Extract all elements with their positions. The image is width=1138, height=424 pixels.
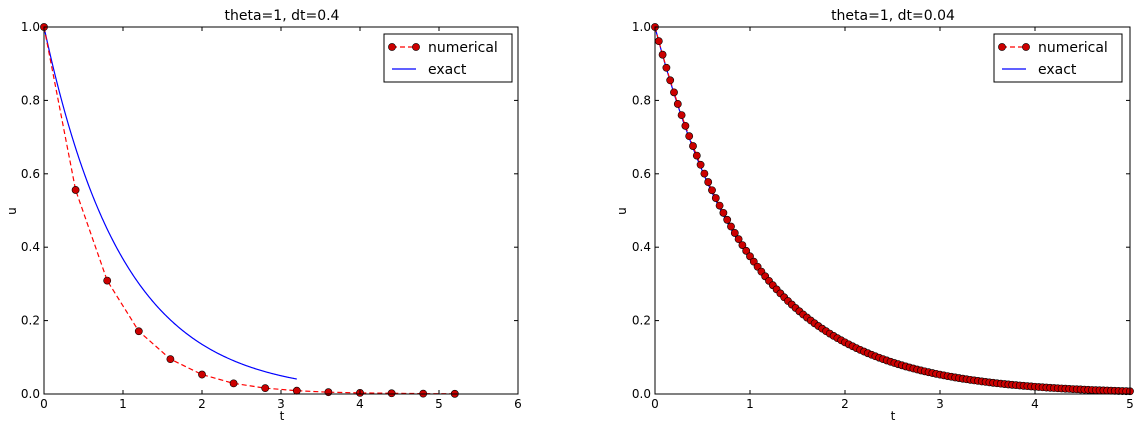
data-point [723,215,732,224]
x-tick-label: 4 [356,397,364,411]
data-point [738,241,747,249]
legend-numerical-marker [388,43,396,51]
x-tick-label: 0 [40,397,48,411]
y-tick-label: 0.4 [21,240,40,254]
y-axis-label: u [615,207,629,215]
x-tick-label: 5 [435,397,443,411]
legend-numerical-label: numerical [1038,40,1108,56]
data-point [261,384,270,393]
legend: numerical exact [383,33,513,83]
y-tick-label: 0.8 [21,93,40,107]
series-markers-numerical [40,23,459,398]
x-tick-label: 1 [119,397,127,411]
chart-right: theta=1, dt=0.04 t u 0 1 2 3 4 50.00.20.40.60… [615,8,1134,423]
data-point [700,169,709,178]
data-point [292,386,301,395]
y-tick-label: 0.0 [632,387,651,401]
series-group [44,27,455,394]
data-point [730,229,739,237]
y-tick-label: 1.0 [632,20,651,34]
legend-numerical-marker [412,43,420,51]
chart-title: theta=1, dt=0.04 [831,8,955,24]
data-point [727,222,735,231]
data-point [689,142,697,150]
data-point [654,37,663,46]
y-tick-label: 0.8 [632,93,651,107]
series-line-exact [44,27,297,380]
x-tick-label: 2 [198,397,206,411]
y-axis-label: u [5,207,19,215]
x-axis-label: t [280,409,285,423]
legend-numerical-marker [998,43,1006,51]
data-point [666,76,675,85]
series-markers-numerical [651,23,1134,396]
y-tick-label: 0.4 [632,240,651,254]
data-point [387,389,396,398]
data-point [198,370,206,379]
data-point [711,194,720,202]
legend-box [993,33,1123,83]
data-point [715,201,724,210]
x-tick-label: 6 [514,397,522,411]
series-line-numerical [44,27,455,394]
y-tick-label: 0.2 [21,314,40,328]
legend-exact-label: exact [428,62,467,78]
data-point [166,355,175,364]
data-point [708,186,716,195]
data-point [704,178,713,186]
data-point [719,208,728,217]
data-point [746,252,754,261]
x-axis-label: t [891,409,896,423]
legend-exact-label: exact [1038,62,1077,78]
data-point [742,246,751,255]
plot-area: 0 1 2 3 4 5 0.0 0.2 0.4 0.6 0.8 1.0 [632,20,1134,411]
data-point [324,388,333,397]
legend-numerical-label: numerical [428,40,498,56]
data-point [696,160,705,169]
data-point [677,111,686,120]
data-point [103,276,112,285]
data-point [670,88,678,97]
data-point [662,63,671,72]
data-point [692,151,701,160]
x-tick-label: 3 [277,397,285,411]
y-tick-label: 0.0 [21,387,40,401]
y-tick-label: 1.0 [21,20,40,34]
x-tick-label: 5 [1126,397,1134,411]
data-point [658,50,667,59]
data-point [681,121,690,130]
data-point [71,186,80,194]
axes-frame [654,26,1131,395]
data-point [134,327,143,336]
data-point [734,235,743,244]
x-tick-label: 1 [746,397,754,411]
data-point [229,379,238,388]
data-point [673,100,682,108]
legend-numerical-marker [1022,43,1030,51]
x-tick-label: 3 [936,397,944,411]
data-point [685,132,694,141]
chart-left: theta=1, dt=0.4 t u 0 1 2 3 4 5 60.00.20.40.60… [5,8,522,423]
y-tick-label: 0.6 [21,167,40,181]
legend: numerical exact [993,33,1123,83]
y-tick-label: 0.2 [632,314,651,328]
y-tick-label: 0.6 [632,167,651,181]
x-tick-label: 0 [651,397,659,411]
legend-box [383,33,513,83]
x-tick-label: 2 [841,397,849,411]
plot-area: 0 1 2 3 4 5 6 0.0 0.2 0.4 0.6 0.8 1.0 [21,20,522,411]
x-tick-label: 4 [1031,397,1039,411]
chart-title: theta=1, dt=0.4 [225,8,340,24]
